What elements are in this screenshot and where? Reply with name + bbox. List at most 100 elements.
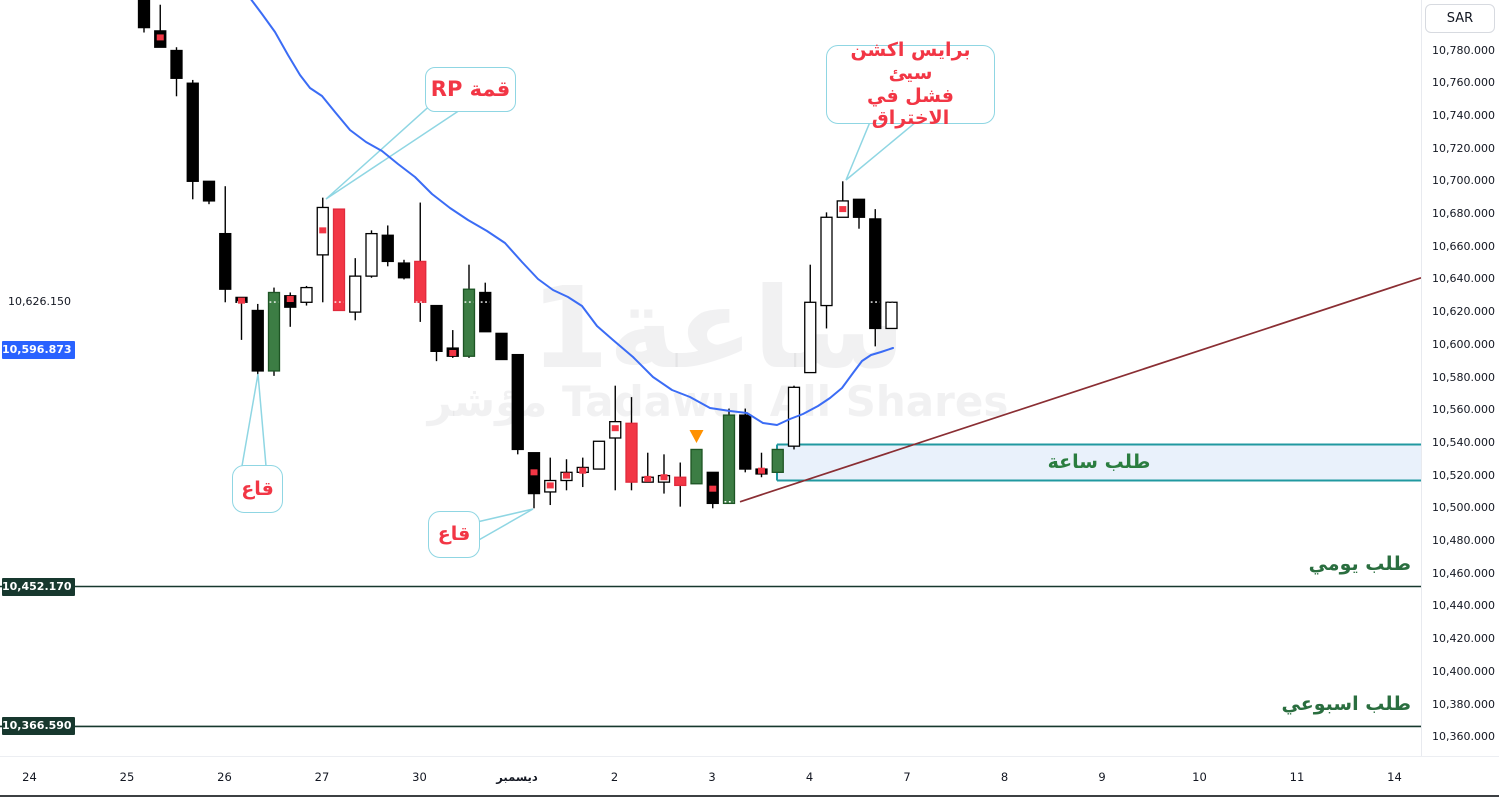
down-triangle-marker[interactable] — [689, 430, 704, 443]
price-tick-label: 10,660.000 — [1432, 239, 1495, 253]
candle — [885, 301, 898, 330]
price-tick-label: 10,500.000 — [1432, 501, 1495, 515]
candle — [137, 0, 151, 33]
price-tick-label: 10,380.000 — [1432, 697, 1495, 711]
red-square-marker — [611, 425, 619, 432]
hour-demand-zone[interactable] — [776, 443, 1421, 482]
price-tick-label: 10,520.000 — [1432, 468, 1495, 482]
red-square-marker — [839, 206, 847, 213]
candle — [446, 330, 459, 358]
price-tick-label: 10,760.000 — [1432, 76, 1495, 90]
candle — [397, 259, 411, 280]
currency-button[interactable]: SAR — [1425, 4, 1495, 33]
price-tick-label: 10,780.000 — [1432, 43, 1495, 57]
candle — [479, 282, 492, 333]
price-tick-label: 10,460.000 — [1432, 566, 1495, 580]
candle — [219, 186, 232, 303]
callout-bottom-2[interactable]: قاع — [428, 511, 480, 558]
time-tick-label: 25 — [119, 770, 135, 784]
red-square-marker — [579, 467, 587, 474]
price-tick-label: 10,360.000 — [1432, 730, 1495, 744]
price-tick-label: 10,420.000 — [1432, 632, 1495, 646]
price-tick-label: 10,580.000 — [1432, 370, 1495, 384]
price-tick-label: 10,740.000 — [1432, 108, 1495, 122]
candle — [235, 296, 248, 340]
candle — [495, 332, 508, 361]
time-tick-label: 8 — [1000, 770, 1009, 784]
candle — [300, 285, 313, 306]
red-square-marker — [530, 469, 538, 476]
red-square-marker — [449, 349, 457, 356]
candle — [755, 452, 768, 478]
price-tick-label: 10,600.000 — [1432, 337, 1495, 351]
price-tick-label: 10,480.000 — [1432, 534, 1495, 547]
price-axis[interactable]: 10,780.000 10,760.000 10,740.000 10,720.000… — [1421, 0, 1499, 756]
callout-tail — [845, 121, 919, 181]
candle — [706, 471, 719, 509]
callout-top-rp[interactable]: قمة RP — [425, 67, 516, 112]
candle — [170, 47, 183, 97]
ascending-trendline[interactable] — [739, 276, 1422, 503]
candle — [625, 397, 638, 491]
candle — [527, 452, 541, 509]
candle — [251, 303, 264, 381]
candle — [316, 197, 329, 303]
candle — [690, 448, 703, 485]
red-square-marker — [758, 467, 765, 474]
candle — [592, 440, 606, 470]
candle — [722, 408, 736, 505]
candle — [186, 79, 199, 200]
candle — [560, 459, 573, 491]
candle — [381, 225, 394, 267]
candle — [332, 208, 346, 312]
time-tick-label: 10 — [1192, 770, 1207, 784]
callout-failed-line1: برايس اكشن سيئ — [850, 38, 971, 84]
time-tick-label: 30 — [412, 770, 427, 784]
red-square-marker — [238, 297, 245, 304]
ma-value-badge: 10,596.873 — [2, 340, 75, 359]
price-tick-label: 10,440.000 — [1432, 599, 1495, 613]
time-tick-label: 4 — [805, 770, 814, 784]
candle — [771, 448, 784, 473]
candle — [284, 292, 297, 327]
time-tick-label: 14 — [1387, 770, 1402, 784]
price-tick-label: 10,720.000 — [1432, 141, 1495, 155]
callout-failed-breakout[interactable]: برايس اكشن سيئ فشل في الاختراق — [826, 39, 995, 129]
price-tick-label: 10,560.000 — [1432, 403, 1495, 417]
red-square-marker — [563, 472, 570, 479]
candle — [414, 202, 427, 322]
time-tick-label: 3 — [708, 770, 716, 784]
price-tick-label: 10,400.000 — [1432, 664, 1495, 678]
candle — [836, 181, 849, 218]
callout-bottom-1-text: قاع — [241, 477, 274, 500]
candle — [869, 209, 882, 347]
candle — [852, 198, 866, 229]
callout-tail — [325, 101, 462, 200]
time-tick-label: 26 — [217, 770, 232, 784]
candle — [462, 264, 476, 358]
candle — [609, 385, 622, 491]
red-square-marker — [660, 474, 668, 481]
candle — [739, 408, 752, 473]
time-tick-label: 9 — [1098, 770, 1106, 784]
candle — [349, 258, 362, 321]
time-tick-label: 11 — [1289, 770, 1305, 784]
price-tick-label: 10,640.000 — [1432, 272, 1495, 286]
time-axis[interactable]: 24 25 26 27 30 ديسمبر 2 3 4 7 8 9 10 11 14 — [0, 756, 1499, 795]
candle — [430, 304, 443, 362]
callout-failed-line2: فشل في الاختراق — [866, 84, 954, 130]
candle — [365, 230, 378, 278]
ma-line[interactable] — [250, 0, 894, 426]
red-square-marker — [709, 485, 717, 492]
candle — [641, 452, 654, 483]
time-tick-label: 24 — [22, 770, 37, 784]
callout-bottom-2-text: قاع — [437, 523, 471, 546]
time-tick-label: 7 — [903, 770, 911, 784]
callout-tail — [476, 508, 534, 543]
candle — [674, 462, 687, 507]
red-square-marker — [156, 34, 164, 41]
time-tick-label: 27 — [314, 770, 330, 784]
callout-bottom-1[interactable]: قاع — [232, 465, 283, 513]
daily-level-badge: 10,452.170 — [2, 577, 75, 596]
